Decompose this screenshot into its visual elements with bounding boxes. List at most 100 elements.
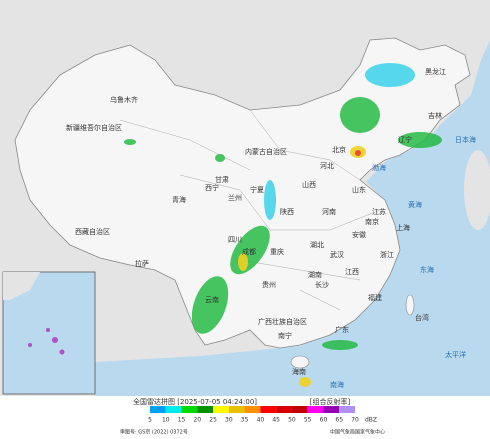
place-label: 成都: [242, 247, 256, 256]
place-label: 安徽: [352, 230, 366, 239]
place-label: 贵州: [262, 280, 276, 289]
legend-swatch: [260, 406, 277, 413]
sea-label: 黄海: [408, 200, 422, 209]
radar-echo: [124, 139, 136, 145]
place-label: 长沙: [315, 280, 329, 289]
place-label: 湖南: [308, 270, 322, 279]
place-label: 宁夏: [250, 185, 264, 194]
place-labels: 乌鲁木齐 新疆维吾尔自治区 西藏自治区 青海 甘肃 内蒙古自治区 黑龙江 吉林 …: [66, 67, 446, 376]
legend-unit: dBZ: [365, 417, 377, 424]
legend-swatch: [323, 406, 340, 413]
province-borders: [119, 109, 381, 311]
legend-tick-label: 45: [272, 417, 280, 424]
radar-echo: [299, 377, 311, 387]
place-label: 云南: [205, 295, 219, 304]
place-label: 青海: [172, 195, 186, 204]
legend-swatch: [307, 406, 324, 413]
place-label: 河南: [322, 207, 336, 216]
place-label: 拉萨: [135, 259, 149, 268]
legend-tick-label: 65: [335, 417, 343, 424]
inset-echoes: [28, 328, 65, 355]
place-label: 江苏: [372, 207, 386, 216]
legend-tick-label: 30: [225, 417, 233, 424]
legend-title: 全国雷达拼图 [2025-07-05 04:24:00]: [133, 397, 257, 406]
legend-scale: 5 10 15 20 25 30 35 40 45 50 55 60 65 70: [148, 406, 359, 424]
hainan-island: [290, 355, 310, 369]
place-label: 广东: [335, 325, 349, 334]
sea-label: 东海: [420, 265, 434, 274]
radar-echo: [340, 97, 380, 133]
radar-echo: [322, 340, 358, 350]
legend-product: [组合反射率]: [310, 397, 351, 406]
radar-echo: [191, 276, 229, 334]
place-label: 武汉: [330, 250, 344, 259]
legend-tick-label: 50: [288, 417, 296, 424]
legend-tick-label: 60: [320, 417, 328, 424]
legend-tick-label: 40: [257, 417, 265, 424]
legend-swatch: [228, 406, 245, 413]
place-label: 河北: [320, 162, 334, 170]
place-label: 辽宁: [398, 135, 412, 144]
legend-swatch: [339, 406, 355, 413]
legend-panel: [0, 396, 490, 439]
legend-tick-label: 5: [148, 417, 152, 424]
place-label: 四川: [228, 236, 242, 244]
legend-tick-label: 20: [193, 417, 201, 424]
radar-echo: [355, 150, 361, 156]
place-label: 黑龙江: [425, 67, 446, 76]
place-label: 山东: [352, 185, 366, 194]
legend-swatch: [165, 406, 182, 413]
legend-tick-label: 10: [162, 417, 170, 424]
place-label: 内蒙古自治区: [245, 147, 287, 156]
legend-swatch: [244, 406, 261, 413]
place-label: 西藏自治区: [75, 227, 110, 236]
place-label: 台湾: [415, 313, 429, 322]
legend-swatch: [213, 406, 229, 413]
radar-echo: [238, 253, 248, 271]
place-label: 陕西: [280, 207, 294, 216]
radar-echo: [398, 132, 442, 148]
place-label: 福建: [368, 293, 382, 302]
place-label: 北京: [332, 145, 346, 154]
radar-echo: [215, 154, 225, 162]
footer-approval: 审图号: GS京 (2022) 0372号: [120, 429, 188, 436]
legend-swatch: [276, 406, 292, 413]
legend-swatch: [197, 406, 214, 413]
sea-label: 南海: [330, 380, 344, 389]
legend-tick-label: 25: [209, 417, 217, 424]
sea-labels: 渤海 黄海 东海 南海 太平洋 日本海: [330, 135, 476, 389]
place-label: 兰州: [228, 193, 242, 202]
place-label: 南京: [365, 217, 379, 226]
legend-swatch: [291, 406, 308, 413]
legend-tick-label: 55: [304, 417, 312, 424]
legend-tick-label: 35: [241, 417, 249, 424]
inset-land: [3, 272, 40, 300]
place-label: 上海: [396, 223, 410, 232]
radar-echoes: [124, 63, 442, 387]
sea-label: 太平洋: [445, 350, 466, 359]
place-label: 新疆维吾尔自治区: [66, 123, 122, 132]
place-label: 江西: [345, 268, 359, 276]
place-label: 山西: [302, 180, 316, 189]
place-label: 甘肃: [215, 175, 229, 184]
legend-tick-label: 15: [178, 417, 186, 424]
place-label: 重庆: [270, 247, 284, 256]
place-label: 海南: [292, 367, 306, 376]
footer-agency: 中国气象局国家气象中心: [330, 429, 385, 436]
sea-label: 渤海: [372, 163, 386, 172]
taiwan-island: [405, 294, 415, 316]
place-label: 南宁: [278, 331, 292, 340]
legend-swatch: [181, 406, 198, 413]
sea-label: 日本海: [455, 135, 476, 144]
place-label: 乌鲁木齐: [110, 95, 138, 104]
place-label: 西宁: [205, 183, 219, 192]
japan-land: [464, 150, 490, 230]
legend-tick-label: 70: [351, 417, 359, 424]
place-label: 吉林: [428, 111, 442, 120]
radar-echo: [264, 180, 276, 220]
place-label: 湖北: [310, 240, 324, 249]
legend-swatch: [150, 406, 166, 413]
sea: [95, 0, 490, 396]
place-label: 浙江: [380, 250, 394, 259]
